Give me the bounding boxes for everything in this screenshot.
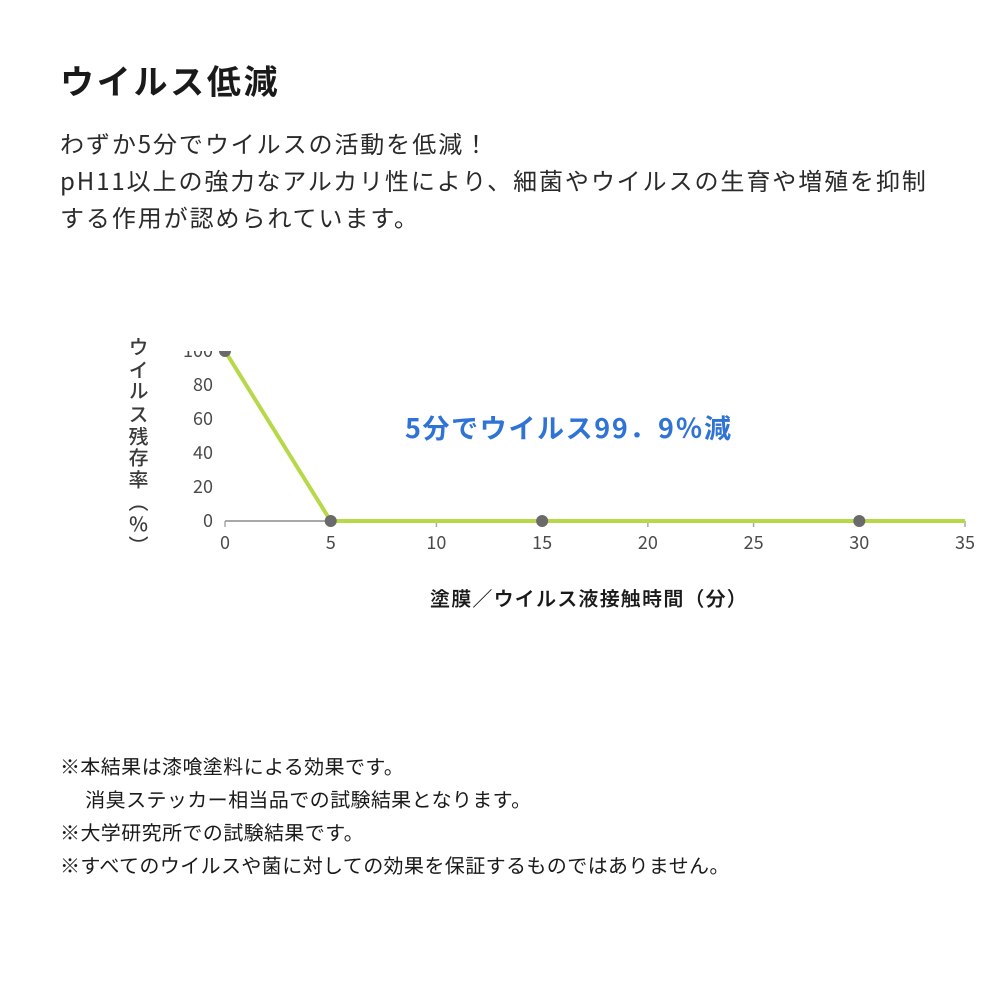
desc-line1: わずか5分でウイルスの活動を低減！ — [60, 125, 490, 160]
desc-line2: pH11以上の強力なアルカリ性により、細菌やウイルスの生育や増殖を抑制する作用が… — [60, 162, 928, 234]
chart-xlabel: 塗膜／ウイルス液接触時間（分） — [430, 583, 748, 612]
chart-annotation: 5分でウイルス99．9％減 — [405, 407, 733, 446]
page-title: ウイルス低減 — [60, 55, 940, 104]
chart-svg: 0 20 40 60 80 100 0 5 10 15 20 25 30 35 — [130, 351, 980, 576]
svg-text:80: 80 — [193, 371, 213, 397]
footnote-1b: 消臭ステッカー相当品での試験結果となります。 — [60, 782, 940, 815]
svg-text:0: 0 — [220, 529, 230, 555]
svg-text:5: 5 — [326, 529, 336, 555]
svg-text:100: 100 — [183, 351, 213, 363]
svg-text:20: 20 — [638, 529, 658, 555]
svg-text:40: 40 — [193, 439, 213, 465]
svg-text:10: 10 — [426, 529, 446, 555]
svg-text:60: 60 — [193, 405, 213, 431]
svg-text:30: 30 — [849, 529, 869, 555]
footnotes: ※本結果は漆喰塗料による効果です。 消臭ステッカー相当品での試験結果となります。… — [60, 749, 940, 881]
svg-text:15: 15 — [532, 529, 552, 555]
footnote-2: ※大学研究所での試験結果です。 — [60, 815, 940, 848]
svg-text:25: 25 — [744, 529, 764, 555]
virus-reduction-chart: ウイルス残存率（％） 02040608010005101520253035 5分… — [130, 351, 980, 631]
description: わずか5分でウイルスの活動を低減！ pH11以上の強力なアルカリ性により、細菌や… — [60, 124, 940, 236]
svg-text:35: 35 — [955, 529, 975, 555]
footnote-3: ※すべてのウイルスや菌に対しての効果を保証するものではありません。 — [60, 848, 940, 881]
svg-text:0: 0 — [203, 507, 213, 533]
svg-text:20: 20 — [193, 473, 213, 499]
footnote-1a: ※本結果は漆喰塗料による効果です。 — [60, 749, 940, 782]
